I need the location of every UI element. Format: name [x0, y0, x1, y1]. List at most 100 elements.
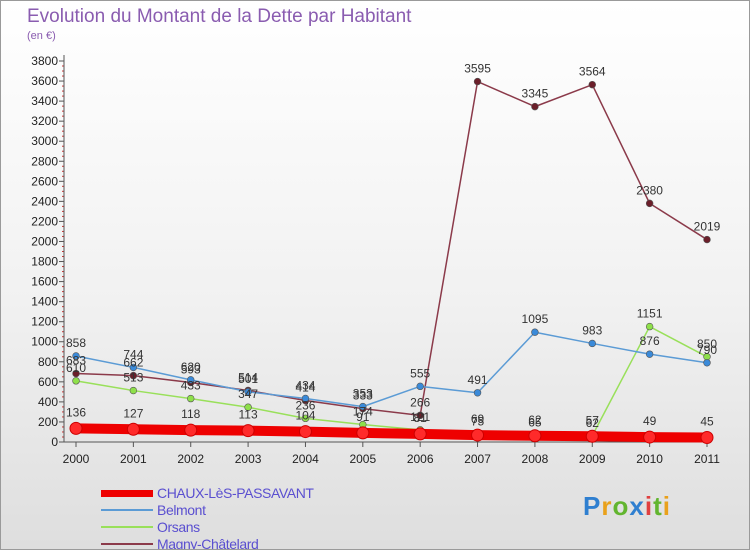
series-point-3 — [588, 80, 596, 89]
y-tick-label: 2800 — [31, 154, 58, 168]
x-tick-label: 2008 — [522, 452, 549, 466]
series-point-0 — [69, 421, 83, 435]
legend-swatch-belmont — [101, 509, 153, 511]
x-tick-label: 2011 — [694, 452, 720, 466]
data-label: 353 — [353, 387, 373, 401]
data-label: 491 — [468, 373, 488, 387]
legend-swatch-magny — [101, 543, 153, 545]
x-tick-label: 2000 — [63, 452, 90, 466]
data-label: 333 — [353, 389, 373, 403]
x-tick-label: 2010 — [636, 452, 663, 466]
series-point-1 — [72, 352, 80, 360]
series-point-0 — [184, 423, 198, 437]
proxiti-logo: Proxiti — [583, 491, 671, 521]
legend-label-orsans: Orsans — [157, 519, 200, 535]
data-label: 136 — [66, 405, 86, 419]
x-tick-label: 2007 — [464, 452, 491, 466]
data-label: 744 — [123, 347, 143, 361]
y-tick-label: 3200 — [31, 114, 58, 128]
series-point-0 — [585, 429, 599, 443]
data-label: 1095 — [522, 312, 549, 326]
data-label: 501 — [238, 372, 258, 386]
data-label: 3564 — [579, 65, 606, 79]
y-tick-label: 400 — [38, 395, 58, 409]
series-point-2 — [187, 394, 195, 403]
series-point-0 — [241, 424, 255, 438]
data-label: 174 — [353, 405, 373, 419]
series-point-1 — [129, 363, 138, 372]
data-label: 876 — [640, 334, 660, 348]
series-point-2 — [129, 386, 138, 395]
y-tick-label: 1000 — [31, 335, 58, 349]
series-point-3 — [531, 102, 539, 111]
series-point-1 — [473, 389, 482, 397]
data-label: 236 — [295, 398, 315, 412]
x-tick-label: 2003 — [235, 452, 262, 466]
data-label: 1151 — [637, 307, 663, 321]
series-point-3 — [703, 235, 711, 244]
legend-swatch-chaux — [101, 490, 153, 497]
y-tick-label: 2600 — [31, 174, 58, 188]
series-line-0 — [71, 423, 712, 443]
data-label: 850 — [697, 337, 717, 351]
data-label: 62 — [528, 413, 542, 427]
data-label: 433 — [181, 379, 201, 393]
legend-label-belmont: Belmont — [157, 502, 206, 518]
series-point-1 — [416, 382, 424, 391]
series-point-1 — [645, 350, 654, 358]
data-label: 81 — [414, 411, 428, 425]
legend-label-chaux: CHAUX-LèS-PASSAVANT — [157, 485, 314, 501]
series-point-3 — [473, 77, 482, 86]
data-label: 2380 — [636, 183, 663, 197]
data-label: 121 — [410, 410, 430, 424]
series-point-3 — [416, 411, 424, 420]
series-point-0 — [126, 422, 140, 436]
series-line-2 — [75, 325, 708, 437]
series-line-1 — [75, 331, 708, 408]
data-label: 858 — [66, 336, 86, 350]
y-tick-label: 3800 — [31, 54, 58, 68]
series-point-1 — [703, 359, 711, 367]
x-tick-label: 2009 — [579, 452, 606, 466]
data-label: 69 — [471, 412, 485, 426]
x-tick-label: 2002 — [177, 452, 204, 466]
series-point-2 — [72, 377, 80, 385]
data-label: 62 — [586, 416, 600, 430]
data-label: 662 — [123, 356, 143, 370]
series-point-2 — [244, 403, 252, 411]
series-point-1 — [359, 402, 367, 411]
data-label: 514 — [238, 370, 258, 384]
y-tick-label: 3400 — [31, 94, 58, 108]
data-label: 2019 — [694, 220, 721, 234]
data-label: 75 — [471, 414, 485, 428]
series-point-2 — [645, 322, 654, 331]
data-label: 434 — [295, 378, 315, 392]
series-point-1 — [301, 394, 310, 403]
data-label: 513 — [123, 371, 143, 385]
series-point-0 — [471, 428, 485, 442]
data-label: 3345 — [522, 87, 549, 101]
series-point-1 — [531, 328, 539, 336]
data-label: 91 — [356, 410, 370, 424]
series-point-0 — [643, 430, 657, 444]
data-label: 65 — [528, 415, 542, 429]
data-label: 347 — [238, 387, 258, 401]
series-point-3 — [645, 199, 654, 208]
series-point-0 — [413, 427, 427, 441]
data-label: 610 — [66, 361, 86, 375]
legend-swatch-orsans — [101, 526, 153, 528]
series-point-0 — [700, 430, 714, 444]
data-label: 57 — [586, 413, 600, 427]
data-label: 118 — [181, 407, 200, 421]
data-label: 3595 — [464, 62, 491, 76]
y-tick-label: 2200 — [31, 214, 58, 228]
y-tick-label: 2400 — [31, 194, 58, 208]
y-tick-label: 200 — [38, 415, 58, 429]
y-tick-label: 3600 — [31, 74, 58, 88]
y-tick-label: 800 — [38, 355, 58, 369]
data-label: 45 — [700, 414, 714, 428]
y-tick-label: 1400 — [31, 295, 58, 309]
series-point-0 — [298, 425, 312, 439]
